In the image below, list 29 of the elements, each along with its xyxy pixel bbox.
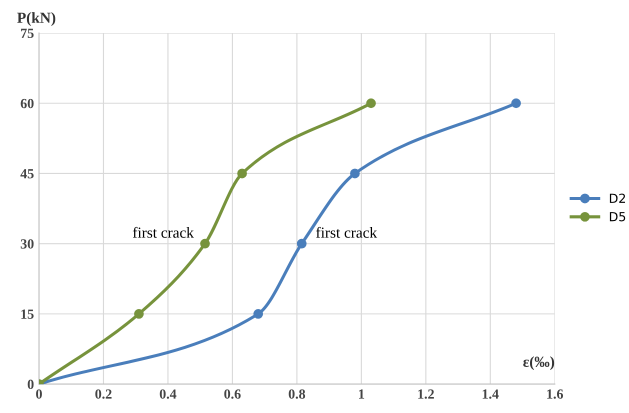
- point: [296, 238, 307, 249]
- x-axis-title: ε(‰): [523, 356, 554, 370]
- y-tick-label: 0: [28, 380, 34, 390]
- point: [366, 98, 376, 108]
- y-tick-label: 15: [21, 310, 34, 319]
- legend-label: D2: [610, 194, 626, 203]
- x-tick-label: 0.4: [160, 389, 176, 399]
- legend-label: D5: [610, 212, 626, 222]
- x-tick-label: 1.4: [482, 389, 499, 399]
- point: [511, 98, 521, 108]
- y-tick-label: 75: [21, 28, 34, 38]
- x-tick-label: 1.6: [547, 389, 564, 399]
- y-axis-title: P(kN): [17, 12, 56, 26]
- x-tick-label: 0.6: [224, 389, 241, 399]
- x-tick-label: 0.8: [288, 389, 306, 399]
- y-tick-label: 45: [20, 169, 34, 178]
- point: [134, 309, 144, 319]
- x-tick-label: 1: [359, 389, 364, 399]
- point: [253, 309, 264, 319]
- point: [237, 168, 247, 178]
- y-tick-label: 60: [20, 98, 34, 108]
- x-tick-label: 0.2: [95, 389, 112, 399]
- x-tick-label: 0: [36, 389, 42, 399]
- annotation: first crack: [316, 226, 378, 238]
- annotation: first crack: [132, 226, 194, 238]
- x-tick-label: 1.2: [418, 389, 434, 399]
- point: [200, 238, 210, 249]
- point: [350, 168, 360, 178]
- y-tick-label: 30: [20, 239, 34, 249]
